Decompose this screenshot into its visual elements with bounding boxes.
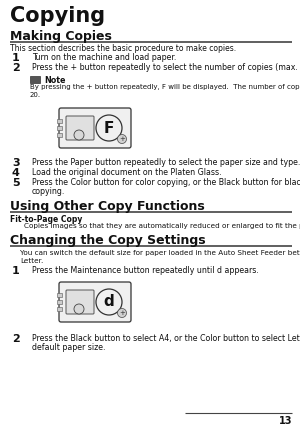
Text: Making Copies: Making Copies <box>10 30 112 43</box>
Text: Using Other Copy Functions: Using Other Copy Functions <box>10 200 205 213</box>
Circle shape <box>74 130 84 140</box>
Circle shape <box>74 304 84 314</box>
FancyBboxPatch shape <box>59 108 131 148</box>
Text: F: F <box>104 121 114 136</box>
FancyBboxPatch shape <box>59 282 131 322</box>
Bar <box>57 307 62 311</box>
Text: Load the original document on the Platen Glass.: Load the original document on the Platen… <box>32 168 222 177</box>
Text: Press the Paper button repeatedly to select the paper size and type.: Press the Paper button repeatedly to sel… <box>32 158 300 167</box>
Text: Note: Note <box>44 76 65 85</box>
Text: 1: 1 <box>12 266 20 276</box>
Text: Copies images so that they are automatically reduced or enlarged to fit the pape: Copies images so that they are automatic… <box>24 223 300 229</box>
Text: default paper size.: default paper size. <box>32 343 106 352</box>
Text: 2: 2 <box>12 334 20 344</box>
Text: This section describes the basic procedure to make copies.: This section describes the basic procedu… <box>10 44 236 53</box>
Text: +: + <box>119 310 125 316</box>
Circle shape <box>118 309 127 317</box>
Text: 5: 5 <box>12 178 20 188</box>
Text: +: + <box>119 136 125 142</box>
Circle shape <box>118 134 127 144</box>
FancyBboxPatch shape <box>66 116 94 140</box>
Bar <box>57 300 62 304</box>
Text: 20.: 20. <box>30 92 41 98</box>
Circle shape <box>96 115 122 141</box>
Text: 3: 3 <box>12 158 20 168</box>
Text: Letter.: Letter. <box>20 258 43 264</box>
Bar <box>57 119 62 123</box>
Text: You can switch the default size for paper loaded in the Auto Sheet Feeder betwee: You can switch the default size for pape… <box>20 250 300 256</box>
Circle shape <box>96 289 122 315</box>
Bar <box>57 133 62 137</box>
Text: 4: 4 <box>12 168 20 178</box>
Text: copying.: copying. <box>32 187 65 196</box>
Text: d: d <box>103 295 114 309</box>
Text: 1: 1 <box>12 53 20 63</box>
Text: Press the + button repeatedly to select the number of copies (max. 20 copies).: Press the + button repeatedly to select … <box>32 63 300 72</box>
Bar <box>57 293 62 297</box>
Bar <box>57 126 62 130</box>
Text: Press the Black button to select A4, or the Color button to select Letter as the: Press the Black button to select A4, or … <box>32 334 300 343</box>
FancyBboxPatch shape <box>66 290 94 314</box>
Text: Fit-to-Page Copy: Fit-to-Page Copy <box>10 215 83 224</box>
Text: 13: 13 <box>278 416 292 425</box>
Text: Turn on the machine and load paper.: Turn on the machine and load paper. <box>32 53 176 62</box>
Text: Copying: Copying <box>10 6 105 26</box>
Text: 2: 2 <box>12 63 20 73</box>
Text: Changing the Copy Settings: Changing the Copy Settings <box>10 234 206 247</box>
Bar <box>30 76 40 83</box>
Text: Press the Maintenance button repeatedly until d appears.: Press the Maintenance button repeatedly … <box>32 266 259 275</box>
Text: Press the Color button for color copying, or the Black button for black & white: Press the Color button for color copying… <box>32 178 300 187</box>
Text: By pressing the + button repeatedly, F will be displayed.  The number of copies : By pressing the + button repeatedly, F w… <box>30 84 300 90</box>
